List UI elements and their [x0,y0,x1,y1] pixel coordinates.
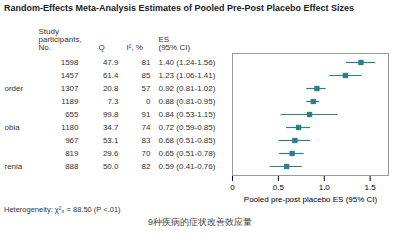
svg-text:Studyparticipants,No.: Studyparticipants,No. [39,27,82,52]
svg-text:888: 888 [65,162,79,171]
svg-text:57: 57 [142,84,151,93]
svg-text:91: 91 [142,110,151,119]
svg-text:819: 819 [65,149,79,158]
svg-text:61.4: 61.4 [103,71,119,80]
svg-text:1.23 (1.06-1.41): 1.23 (1.06-1.41) [159,71,216,80]
svg-text:I², %: I², % [127,43,143,52]
svg-text:0.59 (0.41-0.76): 0.59 (0.41-0.76) [159,162,216,171]
svg-text:655: 655 [65,110,79,119]
svg-text:0: 0 [146,97,151,106]
html-text:9种疾病的症状改善效应量: 9种疾病的症状改善效应量 [148,217,252,227]
svg-text:82: 82 [142,162,151,171]
svg-text:85: 85 [142,71,151,80]
svg-text:0.72 (0.59-0.85): 0.72 (0.59-0.85) [159,123,216,132]
svg-text:0: 0 [230,183,235,192]
svg-text:0.5: 0.5 [273,183,285,192]
svg-text:ES(95% CI): ES(95% CI) [159,35,191,52]
svg-text:81: 81 [142,58,151,67]
html-text:Heterogeneity: χ²₈ = 88.50 (P: Heterogeneity: χ²₈ = 88.50 (P <.01) [4,205,121,214]
svg-text:50.0: 50.0 [103,162,119,171]
svg-text:83: 83 [142,136,151,145]
svg-text:Pooled pre-post placebo ES (95: Pooled pre-post placebo ES (95% CI) [244,195,378,204]
svg-text:1189: 1189 [61,97,79,106]
svg-text:74: 74 [142,123,151,132]
svg-text:0.84 (0.53-1.15): 0.84 (0.53-1.15) [159,110,216,119]
svg-text:0.88 (0.81-0.95): 0.88 (0.81-0.95) [159,97,216,106]
svg-text:20.8: 20.8 [103,84,119,93]
svg-text:34.7: 34.7 [103,123,119,132]
svg-text:Q: Q [99,43,105,52]
svg-text:0.68 (0.51-0.85): 0.68 (0.51-0.85) [159,136,216,145]
svg-text:29.6: 29.6 [103,149,119,158]
svg-text:70: 70 [142,149,151,158]
svg-text:1307: 1307 [61,84,79,93]
svg-text:7.3: 7.3 [107,97,119,106]
svg-text:order: order [5,84,24,93]
svg-text:renia: renia [5,162,23,171]
svg-text:0.65 (0.51-0.78): 0.65 (0.51-0.78) [159,149,216,158]
svg-text:1.5: 1.5 [365,183,377,192]
svg-text:99.8: 99.8 [103,110,119,119]
svg-text:1598: 1598 [61,58,79,67]
svg-text:47.9: 47.9 [103,58,119,67]
svg-text:1180: 1180 [61,123,79,132]
svg-text:obia: obia [5,123,21,132]
svg-text:1.40 (1.24-1.56): 1.40 (1.24-1.56) [159,58,216,67]
svg-text:967: 967 [65,136,79,145]
svg-text:1457: 1457 [61,71,79,80]
svg-text:0.92 (0.81-1.02): 0.92 (0.81-1.02) [159,84,216,93]
html-text:Random-Effects Meta-Analysis E: Random-Effects Meta-Analysis Estimates o… [4,3,355,13]
svg-text:53.1: 53.1 [103,136,119,145]
svg-text:1.0: 1.0 [319,183,331,192]
